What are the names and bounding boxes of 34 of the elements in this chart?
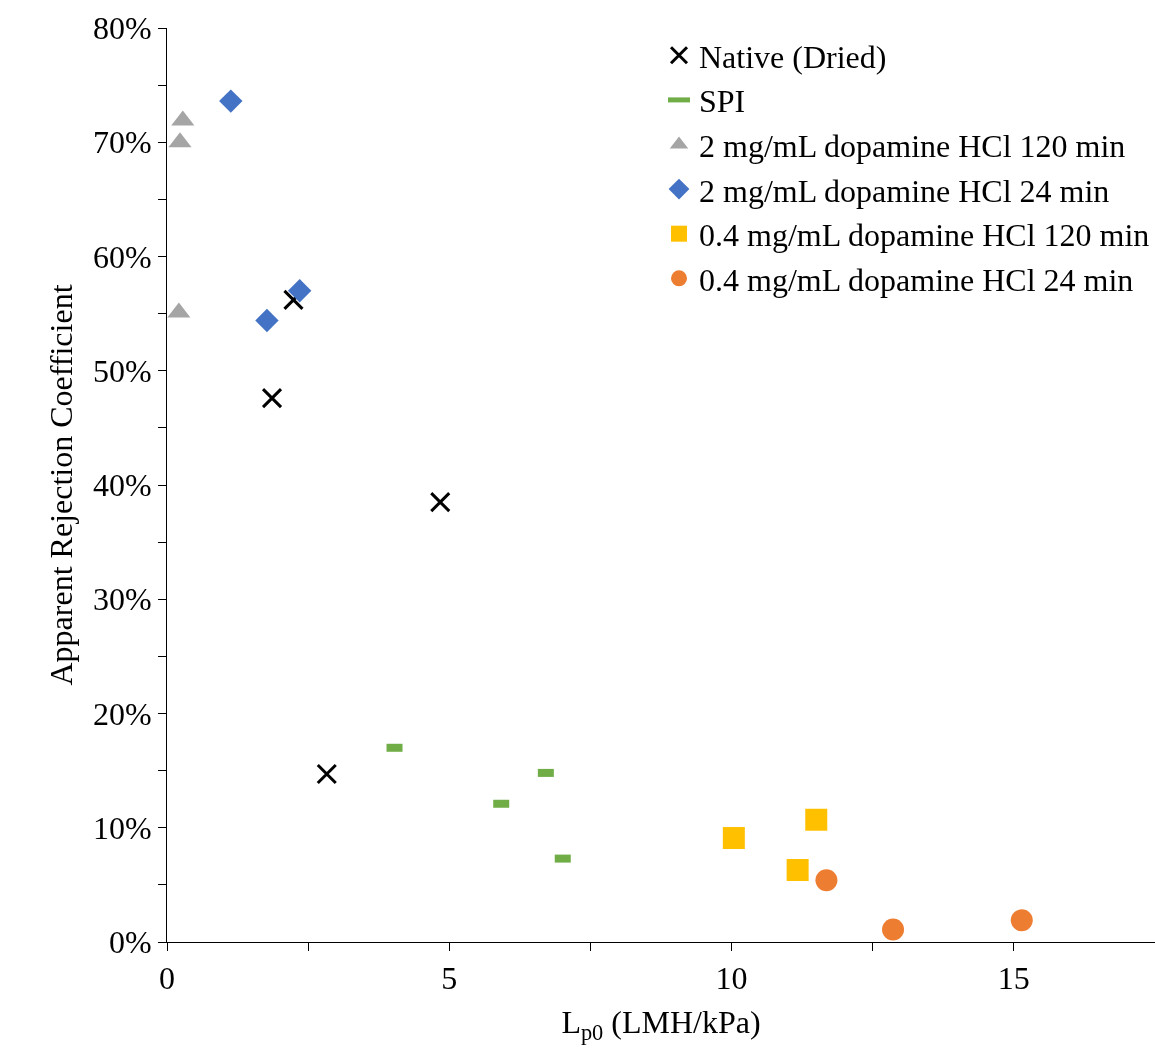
y-tick-label: 80% xyxy=(92,10,152,47)
point xyxy=(722,827,745,850)
y-tick-label: 70% xyxy=(92,124,152,161)
x-tick-label: 10 xyxy=(715,960,748,997)
point xyxy=(882,918,905,941)
x-tick-label: 15 xyxy=(997,960,1030,997)
point xyxy=(786,859,809,882)
y-tick-label: 60% xyxy=(92,238,152,275)
legend-label: 0.4 mg/mL dopamine HCl 120 min xyxy=(699,217,1150,254)
legend-label: 2 mg/mL dopamine HCl 120 min xyxy=(699,127,1126,164)
legend-label: 0.4 mg/mL dopamine HCl 24 min xyxy=(699,261,1134,298)
legend-label: Native (Dried) xyxy=(699,38,887,75)
y-tick-label: 10% xyxy=(92,809,152,846)
legend-label: 2 mg/mL dopamine HCl 24 min xyxy=(699,172,1110,209)
point xyxy=(287,279,312,303)
y-tick-label: 20% xyxy=(92,695,152,732)
x-tick-label: 0 xyxy=(159,960,175,997)
x-tick-label: 5 xyxy=(441,960,458,997)
y-tick-label: 30% xyxy=(92,581,152,618)
x-axis-title: L$_{p0}$ (LMH/kPa) xyxy=(561,1004,761,1046)
point xyxy=(261,387,283,409)
point xyxy=(1010,909,1033,932)
point xyxy=(805,808,828,831)
point xyxy=(219,89,243,113)
point xyxy=(316,763,338,785)
point xyxy=(255,308,279,333)
y-tick-label: 0% xyxy=(108,924,152,961)
legend-label: SPI xyxy=(699,83,746,120)
point xyxy=(282,289,304,311)
y-axis-title: Apparent Rejection Coefficient xyxy=(43,284,80,686)
point xyxy=(815,869,838,892)
y-tick-label: 40% xyxy=(92,467,152,504)
point xyxy=(429,491,451,513)
y-tick-label: 50% xyxy=(92,352,152,389)
